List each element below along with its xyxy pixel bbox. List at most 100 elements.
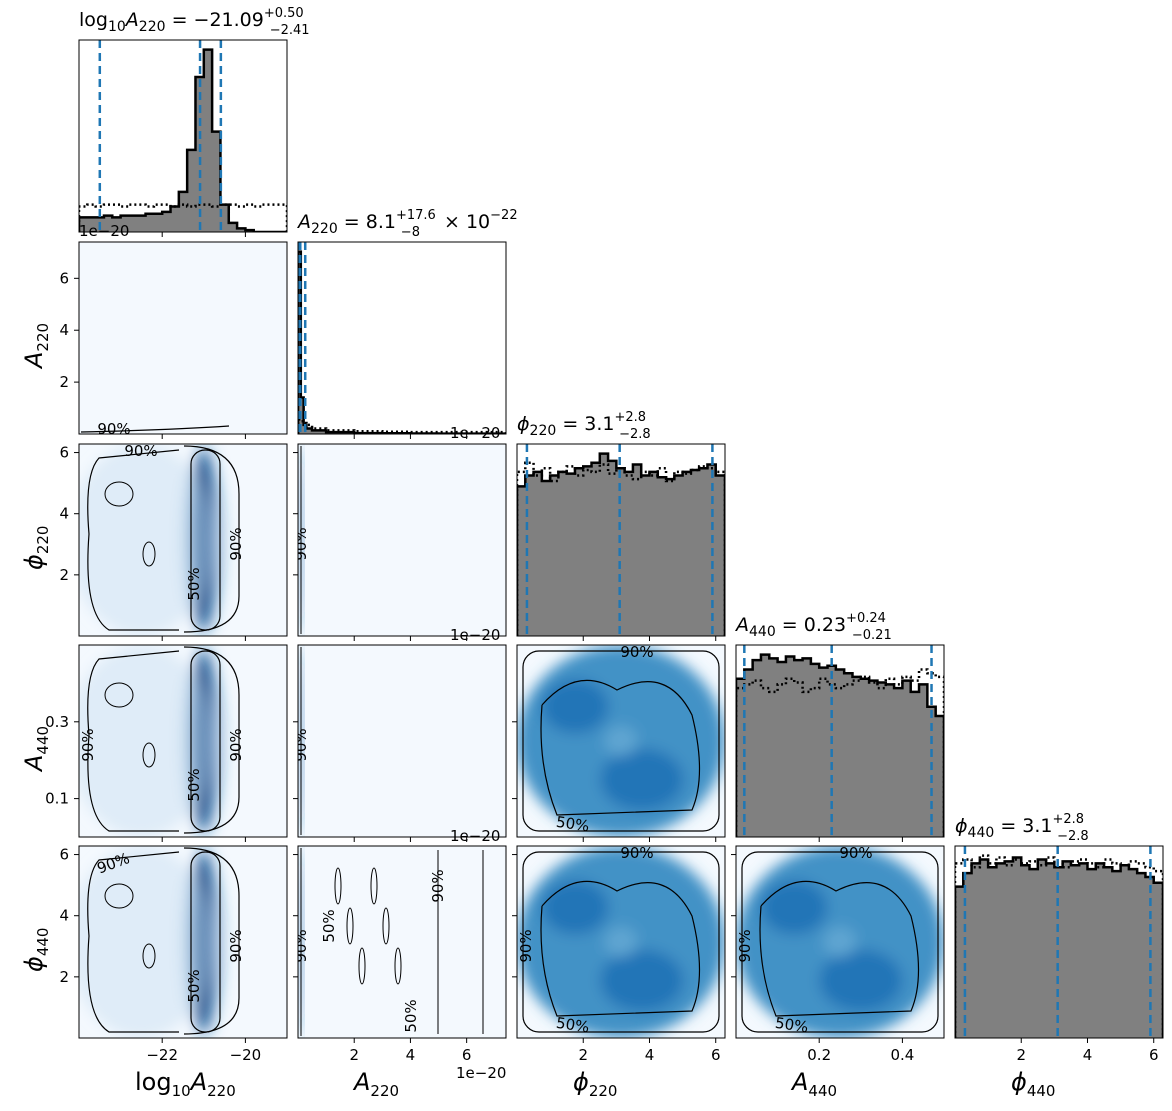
y-tick-label: 4 <box>59 321 69 339</box>
y-tick-label: 6 <box>59 269 69 287</box>
contour-label: 90% <box>736 929 754 962</box>
y-axis-label-A440-part: 440 <box>34 726 52 755</box>
offset-text: 1e−20 <box>79 222 129 240</box>
title-phi220-part: −2.8 <box>619 427 651 442</box>
contour-island <box>382 907 390 945</box>
contour-90 <box>183 646 240 834</box>
prior-outline <box>298 418 506 434</box>
title-phi220: ϕ220 = 3.1+2.8 −2.8 <box>517 410 651 442</box>
histogram-A440 <box>736 645 944 837</box>
title-A220-part: −22 <box>490 208 517 223</box>
title-A220-part: × 10 <box>438 211 490 233</box>
contour-island <box>334 867 342 905</box>
contour-island <box>370 867 378 905</box>
y-tick-label: 4 <box>59 907 69 925</box>
x-tick-label: 4 <box>645 1046 655 1064</box>
x-tick-label: 6 <box>462 1046 472 1064</box>
x-offset-text: 1e−20 <box>456 1064 506 1082</box>
contour-island <box>104 682 134 708</box>
contour-label: 50% <box>402 999 420 1032</box>
offset-text: 1e−20 <box>450 827 500 845</box>
prior-outline <box>79 203 287 232</box>
posterior-fill <box>955 857 1163 1038</box>
x-axis-label-A220: A220 <box>352 1068 399 1100</box>
x-axis-label-phi440-part: 440 <box>1027 1082 1056 1100</box>
posterior-outline <box>736 653 944 837</box>
contour-50 <box>759 880 920 1017</box>
posterior-fill <box>736 654 944 837</box>
panel-frame <box>516 845 726 1039</box>
density-blob <box>600 748 684 811</box>
posterior-fill <box>79 49 287 232</box>
contour-line <box>80 425 230 433</box>
contour-50 <box>540 679 701 816</box>
y-tick-label: 2 <box>59 968 69 986</box>
contour-90-left <box>87 650 180 832</box>
title-A220-part: +17.6 <box>396 208 436 223</box>
y-axis-label-A220-part: A <box>20 352 48 370</box>
contour-label: 50% <box>320 909 338 942</box>
y-axis-label-phi440: ϕ440 <box>20 928 52 972</box>
x-axis-label-phi440: ϕ440 <box>1011 1068 1055 1100</box>
posterior-fill <box>298 251 506 434</box>
histogram-log10A220 <box>79 40 287 232</box>
x-tick-label: 6 <box>711 1046 721 1064</box>
contour-label: 50% <box>774 1014 810 1036</box>
contour-label: 50% <box>555 813 591 835</box>
contour-90 <box>522 851 720 1033</box>
title-phi220-part: +2.8 <box>615 410 647 425</box>
contour-label: 90% <box>839 844 872 862</box>
panel-A440-vs-phi220: 90% 50% <box>517 645 725 837</box>
y-tick-label: 6 <box>59 444 69 462</box>
contour-label: 90% <box>292 929 310 962</box>
panel-frame <box>297 845 507 1039</box>
panel-frame <box>78 845 288 1039</box>
posterior-outline <box>79 48 287 232</box>
contour-label: 50% <box>185 969 203 1002</box>
density-layer <box>79 444 225 636</box>
contour-90 <box>522 650 720 832</box>
panel-frame <box>297 443 507 637</box>
x-axis-label-A220-part: 220 <box>370 1082 399 1100</box>
y-axis-label-A440-part: A <box>20 755 48 773</box>
x-tick-label: 4 <box>1083 1046 1093 1064</box>
x-tick-label: 6 <box>1149 1046 1159 1064</box>
panel-frame <box>735 644 945 838</box>
title-phi440-part: ϕ <box>955 815 968 837</box>
x-axis-label-log10A220-part: 220 <box>207 1082 236 1100</box>
title-log10A220: log10A220 = −21.09+0.50 −2.41 <box>79 6 310 38</box>
panel-A440-vs-log10A220: 50% 90% 90% <box>79 645 287 837</box>
contour-label: 90% <box>124 442 157 460</box>
title-A440: A440 = 0.23+0.24 −0.21 <box>734 611 892 643</box>
panel-phi220-vs-A220: 90% <box>298 444 506 636</box>
x-tick-label: 2 <box>349 1046 359 1064</box>
density-layer <box>517 645 725 837</box>
contour-label: 90% <box>97 420 130 438</box>
x-axis-label-log10A220-part: 10 <box>172 1082 191 1100</box>
contour-island <box>142 943 156 969</box>
title-phi440-part: = 3.1 <box>994 815 1052 837</box>
contour-90-left <box>87 449 180 631</box>
histogram-A220 <box>298 242 506 434</box>
x-axis-label-log10A220-part: A <box>189 1068 207 1096</box>
y-axis-label-A440: A440 <box>20 726 52 773</box>
contour-island <box>142 742 156 768</box>
x-tick-label: 2 <box>1016 1046 1026 1064</box>
contour-label: 50% <box>555 1014 591 1036</box>
contour-label: 50% <box>185 768 203 801</box>
density-blob <box>819 949 903 1012</box>
density-blob <box>604 725 638 757</box>
x-axis-label-log10A220: log10A220 <box>135 1068 236 1100</box>
y-tick-label: 6 <box>59 846 69 864</box>
x-axis-label-A220-part: A <box>352 1068 370 1096</box>
y-axis-label-phi220-part: 220 <box>34 526 52 555</box>
density-blob <box>760 880 828 935</box>
panel-phi440-vs-log10A220: 50%90%90% <box>79 846 287 1038</box>
title-phi220-part: 220 <box>530 423 557 439</box>
title-log10A220-part: 220 <box>139 19 166 35</box>
contour-label: 90% <box>620 844 653 862</box>
contour-island <box>142 541 156 567</box>
density-blob <box>79 846 215 1038</box>
panel-frame <box>735 845 945 1039</box>
